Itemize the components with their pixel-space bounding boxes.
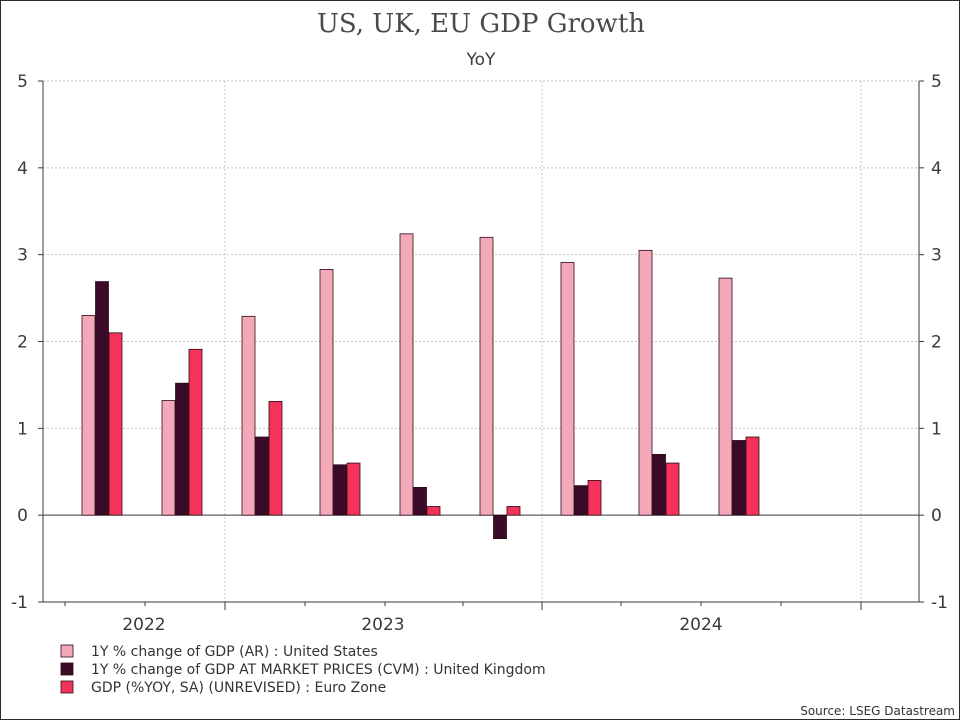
bar: [665, 462, 680, 516]
bar: [732, 440, 746, 516]
bar: [587, 480, 602, 516]
y-tick-label-right: -1: [931, 593, 948, 613]
y-tick-label-left: 5: [17, 72, 28, 92]
bar: [479, 236, 494, 516]
bar: [95, 281, 109, 516]
bar: [426, 506, 441, 516]
legend-entry: 1Y % change of GDP AT MARKET PRICES (CVM…: [91, 662, 546, 678]
x-year-label: 2023: [361, 615, 404, 635]
grid: [43, 80, 919, 603]
y-tick-label-left: -1: [11, 593, 28, 613]
bar: [493, 514, 507, 540]
bar: [255, 436, 269, 516]
bar: [175, 382, 189, 516]
y-tick-label-right: 3: [931, 246, 942, 266]
bar: [268, 401, 283, 516]
bar: [718, 277, 733, 516]
bar: [188, 348, 203, 516]
chart-subtitle: YoY: [466, 50, 497, 70]
bar: [319, 269, 334, 516]
bar: [241, 315, 256, 516]
legend-swatch: [60, 662, 74, 676]
legend-swatch: [60, 644, 74, 658]
source-note: Source: LSEG Datastream: [800, 704, 955, 718]
y-tick-label-left: 4: [17, 159, 28, 179]
y-tick-label-left: 0: [17, 506, 28, 526]
x-year-label: 2024: [679, 615, 722, 635]
y-tick-label-right: 1: [931, 419, 942, 439]
bar: [413, 486, 427, 516]
bar: [333, 464, 347, 516]
legend: 1Y % change of GDP (AR) : United States 1…: [60, 644, 546, 696]
bar: [574, 485, 588, 516]
axes: -1 -1 0 0 1 1 2 2 3 3 4 4 5 5 2022 2023 2024: [11, 72, 948, 635]
bar: [560, 262, 575, 516]
bar: [652, 453, 666, 516]
legend-entry: 1Y % change of GDP (AR) : United States: [91, 644, 378, 660]
y-tick-label-right: 4: [931, 159, 942, 179]
y-tick-label-right: 2: [931, 333, 942, 353]
bar: [81, 315, 96, 516]
bar: [506, 506, 521, 516]
bar: [161, 400, 176, 516]
y-tick-label-right: 0: [931, 506, 942, 526]
legend-swatch: [60, 680, 74, 694]
legend-entry: GDP (%YOY, SA) (UNREVISED) : Euro Zone: [91, 680, 386, 696]
bar: [745, 436, 760, 516]
x-year-label: 2022: [122, 615, 165, 635]
bar: [399, 233, 414, 516]
y-tick-label-left: 1: [17, 419, 28, 439]
y-tick-label-left: 2: [17, 333, 28, 353]
bar: [108, 332, 123, 516]
bar: [346, 462, 361, 516]
y-tick-label-right: 5: [931, 72, 942, 92]
bar: [638, 249, 653, 516]
bars: [81, 233, 760, 540]
chart-title: US, UK, EU GDP Growth: [317, 9, 645, 39]
y-tick-label-left: 3: [17, 246, 28, 266]
